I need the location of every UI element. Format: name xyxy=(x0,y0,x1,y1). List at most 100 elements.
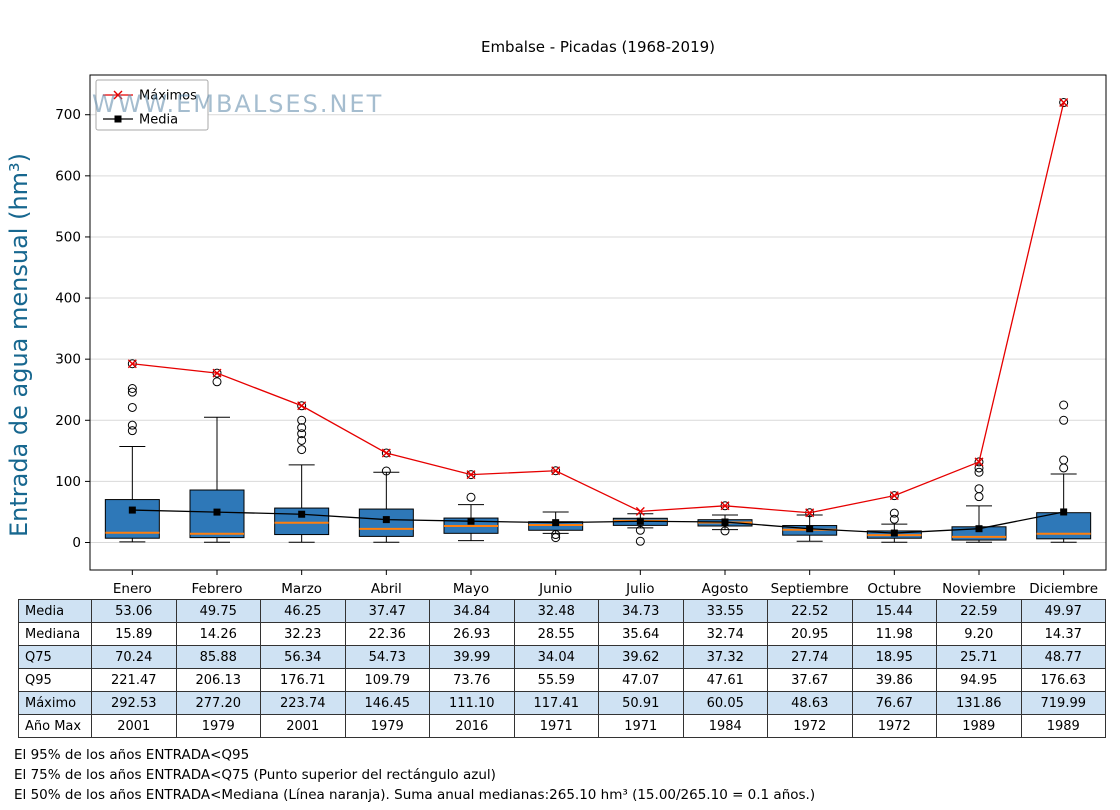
y-tick-label: 0 xyxy=(72,535,81,551)
stat-cell: 1989 xyxy=(936,714,1022,738)
x-tick-label: Enero xyxy=(113,581,152,597)
square-marker xyxy=(806,525,814,533)
stat-cell: 22.36 xyxy=(344,622,430,646)
stat-cell: 70.24 xyxy=(91,645,177,669)
stat-cell: 32.48 xyxy=(513,599,599,623)
outlier-point xyxy=(297,423,307,433)
stat-cell: 14.37 xyxy=(1020,622,1106,646)
stat-cell: 223.74 xyxy=(260,691,346,715)
stats-row-5: Año Max 2001 1979 2001 1979 2016 1971 1971 1984 1… xyxy=(18,714,1106,738)
stat-cell: 34.04 xyxy=(513,645,599,669)
square-marker xyxy=(636,517,644,525)
outlier-point xyxy=(889,508,899,518)
outlier-point xyxy=(889,514,899,524)
stat-cell: 1979 xyxy=(344,714,430,738)
stats-row-0: Media 53.06 49.75 46.25 37.47 34.84 32.48 34.73… xyxy=(18,599,1106,623)
box xyxy=(104,499,160,539)
legend-label-maximos: Máximos xyxy=(139,89,197,104)
x-marker xyxy=(635,506,645,516)
x-tick-label: Septiembre xyxy=(771,581,849,597)
outlier-point xyxy=(720,526,730,536)
stat-cell: 2001 xyxy=(260,714,346,738)
x-tick-label: Junio xyxy=(538,581,572,597)
x-tick-label: Octubre xyxy=(867,581,921,597)
stat-cell: 48.77 xyxy=(1020,645,1106,669)
stat-cell: 47.07 xyxy=(598,668,684,692)
row-label: Mediana xyxy=(18,622,92,646)
x-marker xyxy=(212,368,222,378)
stat-cell: 1971 xyxy=(598,714,684,738)
stat-cell: 221.47 xyxy=(91,668,177,692)
stat-cell: 39.62 xyxy=(598,645,684,669)
x-marker xyxy=(889,491,899,501)
outlier-point xyxy=(297,401,307,411)
y-tick-label: 600 xyxy=(55,168,81,184)
x-tick-label: Agosto xyxy=(702,581,749,597)
stat-cell: 1979 xyxy=(175,714,261,738)
stat-cell: 1972 xyxy=(851,714,937,738)
outlier-point xyxy=(551,530,561,540)
legend-square-marker xyxy=(114,115,122,123)
row-label: Q75 xyxy=(18,645,92,669)
stat-cell: 94.95 xyxy=(936,668,1022,692)
square-marker xyxy=(552,519,560,527)
stat-cell: 85.88 xyxy=(175,645,261,669)
square-marker xyxy=(890,529,898,537)
x-tick-label: Mayo xyxy=(453,581,489,597)
stat-cell: 50.91 xyxy=(598,691,684,715)
stat-cell: 33.55 xyxy=(682,599,768,623)
outlier-point xyxy=(974,463,984,473)
stat-cell: 37.32 xyxy=(682,645,768,669)
note-q95: El 95% de los años ENTRADA<Q95 xyxy=(14,747,250,763)
square-marker xyxy=(721,518,729,526)
stat-cell: 76.67 xyxy=(851,691,937,715)
legend-label-media: Media xyxy=(139,113,178,128)
stat-cell: 146.45 xyxy=(344,691,430,715)
row-label: Máximo xyxy=(18,691,92,715)
outlier-point xyxy=(297,429,307,439)
x-marker xyxy=(466,470,476,480)
stat-cell: 11.98 xyxy=(851,622,937,646)
boxplot-chart: 0 100 200 300 400 500 600 700 Enero Febrero Marzo A… xyxy=(5,74,1107,597)
outlier-point xyxy=(635,536,645,546)
plot-frame xyxy=(89,74,1107,571)
stat-cell: 49.97 xyxy=(1020,599,1106,623)
outlier-point xyxy=(297,415,307,425)
x-marker xyxy=(381,448,391,458)
outlier-point xyxy=(381,448,391,458)
square-marker xyxy=(213,508,221,516)
outlier-point xyxy=(1059,463,1069,473)
box xyxy=(1036,512,1092,540)
outlier-point xyxy=(127,387,137,397)
x-marker xyxy=(1059,98,1069,108)
outlier-point xyxy=(127,426,137,436)
outlier-point xyxy=(1059,98,1069,108)
stat-cell: 34.84 xyxy=(429,599,515,623)
y-tick-label: 700 xyxy=(55,107,81,123)
x-tick-label: Abril xyxy=(371,581,402,597)
stat-cell: 39.86 xyxy=(851,668,937,692)
stat-cell: 27.74 xyxy=(767,645,853,669)
square-marker xyxy=(1060,508,1068,516)
stat-cell: 32.23 xyxy=(260,622,346,646)
outlier-point xyxy=(1059,415,1069,425)
outlier-point xyxy=(889,491,899,501)
stats-row-1: Mediana 15.89 14.26 32.23 22.36 26.93 28.55 35.… xyxy=(18,622,1106,646)
stat-cell: 1984 xyxy=(682,714,768,738)
chart-title: Embalse - Picadas (1968-2019) xyxy=(480,38,716,56)
stat-cell: 37.47 xyxy=(344,599,430,623)
stat-cell: 47.61 xyxy=(682,668,768,692)
stat-cell: 22.59 xyxy=(936,599,1022,623)
outlier-point xyxy=(1059,455,1069,465)
stat-cell: 34.73 xyxy=(598,599,684,623)
stat-cell: 18.95 xyxy=(851,645,937,669)
stat-cell: 32.74 xyxy=(682,622,768,646)
stat-cell: 719.99 xyxy=(1020,691,1106,715)
stat-cell: 1989 xyxy=(1020,714,1106,738)
outlier-point xyxy=(974,492,984,502)
stat-cell: 48.63 xyxy=(767,691,853,715)
stats-row-3: Q95 221.47 206.13 176.71 109.79 73.76 55.59 47.… xyxy=(18,668,1106,692)
outlier-point xyxy=(1059,400,1069,410)
stat-cell: 14.26 xyxy=(175,622,261,646)
